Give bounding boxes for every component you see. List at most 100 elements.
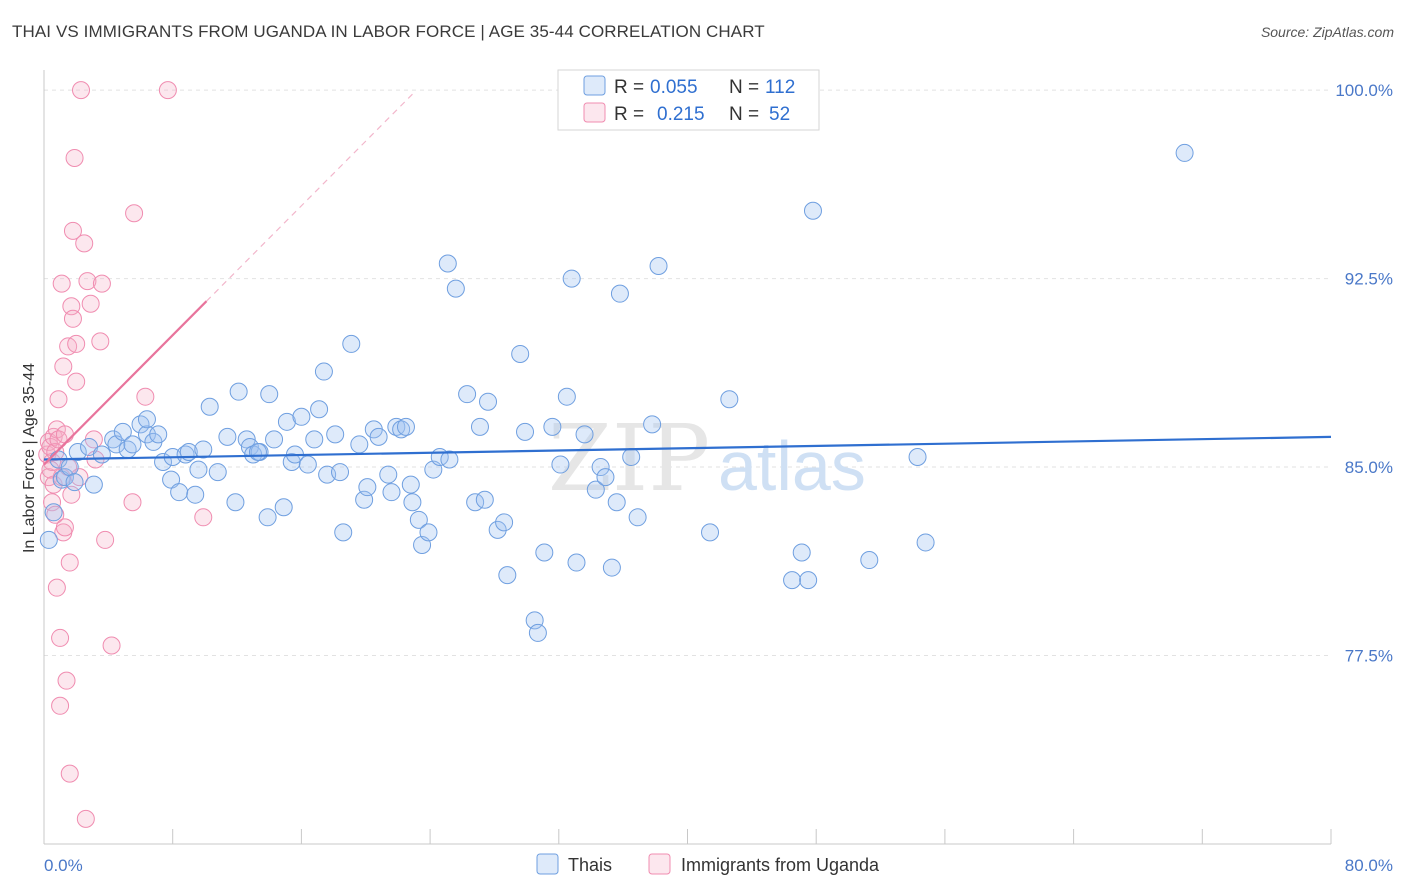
data-point-thais: [149, 425, 168, 444]
series-legend: Thais Immigrants from Uganda: [536, 853, 880, 875]
data-point-thais: [60, 458, 79, 477]
data-point-thais: [387, 417, 406, 436]
data-point-uganda: [65, 148, 84, 167]
series-legend-label-thais: Thais: [568, 855, 612, 875]
data-point-thais: [44, 503, 63, 522]
data-point-thais: [535, 543, 554, 562]
data-point-thais: [218, 427, 237, 446]
data-point-thais: [331, 463, 350, 482]
legend-n-value-thais: 112: [765, 77, 795, 98]
x-tick-label: 80.0%: [1345, 856, 1393, 875]
data-point-thais: [562, 269, 581, 288]
data-point-thais: [908, 448, 927, 466]
data-point-thais: [274, 498, 293, 517]
data-point-thais: [701, 523, 720, 542]
data-point-thais: [783, 571, 802, 590]
data-point-uganda: [67, 334, 86, 353]
x-tick-label: 0.0%: [44, 856, 83, 875]
data-point-thais: [104, 430, 123, 449]
data-point-thais: [334, 523, 353, 542]
data-point-thais: [446, 279, 465, 298]
data-point-uganda: [75, 234, 94, 253]
data-point-thais: [65, 473, 84, 492]
data-point-thais: [277, 412, 296, 431]
data-point-thais: [342, 334, 361, 353]
data-point-thais: [292, 407, 311, 426]
data-point-thais: [113, 422, 132, 441]
data-point-thais: [226, 493, 245, 512]
data-point-thais: [260, 385, 279, 404]
data-point-thais: [84, 475, 103, 494]
data-point-thais: [403, 493, 422, 512]
source-credit: Source: ZipAtlas.com: [1260, 24, 1394, 40]
data-point-uganda: [78, 272, 97, 291]
chart-title: THAI VS IMMIGRANTS FROM UGANDA IN LABOR …: [12, 22, 765, 41]
data-point-thais: [438, 254, 457, 273]
data-point-uganda: [125, 204, 144, 223]
trend-extension-uganda: [206, 92, 415, 302]
data-point-uganda: [52, 274, 71, 293]
legend-r-value-thais: 0.055: [650, 77, 698, 98]
watermark-zip: ZIP: [548, 405, 710, 512]
data-point-uganda: [60, 764, 79, 783]
data-point-thais: [55, 468, 74, 487]
trend-lines: [43, 92, 1332, 466]
data-points: [38, 81, 1194, 828]
data-point-thais: [720, 390, 739, 409]
data-point-thais: [194, 440, 213, 459]
data-point-uganda: [63, 309, 82, 328]
data-point-thais: [591, 458, 610, 477]
data-point-uganda: [102, 636, 121, 655]
y-tick-labels: 100.0% 92.5% 85.0% 77.5%: [1335, 81, 1393, 665]
data-point-thais: [200, 397, 219, 416]
data-point-uganda: [51, 696, 70, 715]
y-tick-label: 92.5%: [1345, 270, 1393, 289]
data-point-thais: [369, 427, 388, 446]
data-point-thais: [208, 463, 227, 482]
data-point-thais: [298, 455, 317, 474]
data-point-thais: [409, 510, 428, 529]
data-point-thais: [396, 417, 415, 436]
data-point-thais: [628, 508, 647, 527]
data-point-thais: [265, 430, 284, 449]
watermark: ZIP atlas: [548, 405, 866, 512]
data-point-thais: [358, 478, 377, 497]
data-point-thais: [575, 425, 594, 444]
legend-n-label-uganda: N =: [729, 104, 759, 125]
data-point-thais: [479, 392, 498, 411]
data-point-thais: [39, 530, 58, 549]
data-point-thais: [350, 435, 369, 454]
data-point-uganda: [67, 372, 86, 391]
data-point-uganda: [81, 294, 100, 313]
data-point-thais: [189, 460, 208, 479]
data-point-thais: [792, 543, 811, 562]
data-point-thais: [229, 382, 248, 401]
data-point-thais: [607, 493, 626, 512]
data-point-thais: [419, 523, 438, 542]
legend-n-label-thais: N =: [729, 77, 759, 98]
data-point-uganda: [92, 274, 111, 293]
data-point-thais: [860, 551, 879, 570]
data-point-thais: [567, 553, 586, 572]
series-legend-swatch-thais: [536, 853, 559, 875]
data-point-thais: [137, 410, 156, 429]
data-point-thais: [649, 257, 668, 276]
legend-swatch-thais: [583, 75, 606, 96]
data-point-uganda: [51, 628, 70, 647]
data-point-uganda: [91, 332, 110, 351]
data-point-thais: [170, 483, 189, 502]
data-point-thais: [258, 508, 277, 527]
data-point-thais: [528, 623, 547, 642]
watermark-atlas: atlas: [718, 427, 866, 505]
data-point-uganda: [70, 468, 89, 487]
data-point-thais: [799, 571, 818, 590]
stats-legend-box: [557, 69, 820, 131]
legend-r-value-uganda: 0.215: [657, 104, 705, 125]
data-point-thais: [586, 480, 605, 499]
data-point-uganda: [72, 81, 91, 100]
axes: [43, 70, 1332, 845]
data-point-uganda: [194, 508, 213, 527]
series-legend-label-uganda: Immigrants from Uganda: [681, 855, 880, 875]
data-point-thais: [511, 344, 530, 363]
